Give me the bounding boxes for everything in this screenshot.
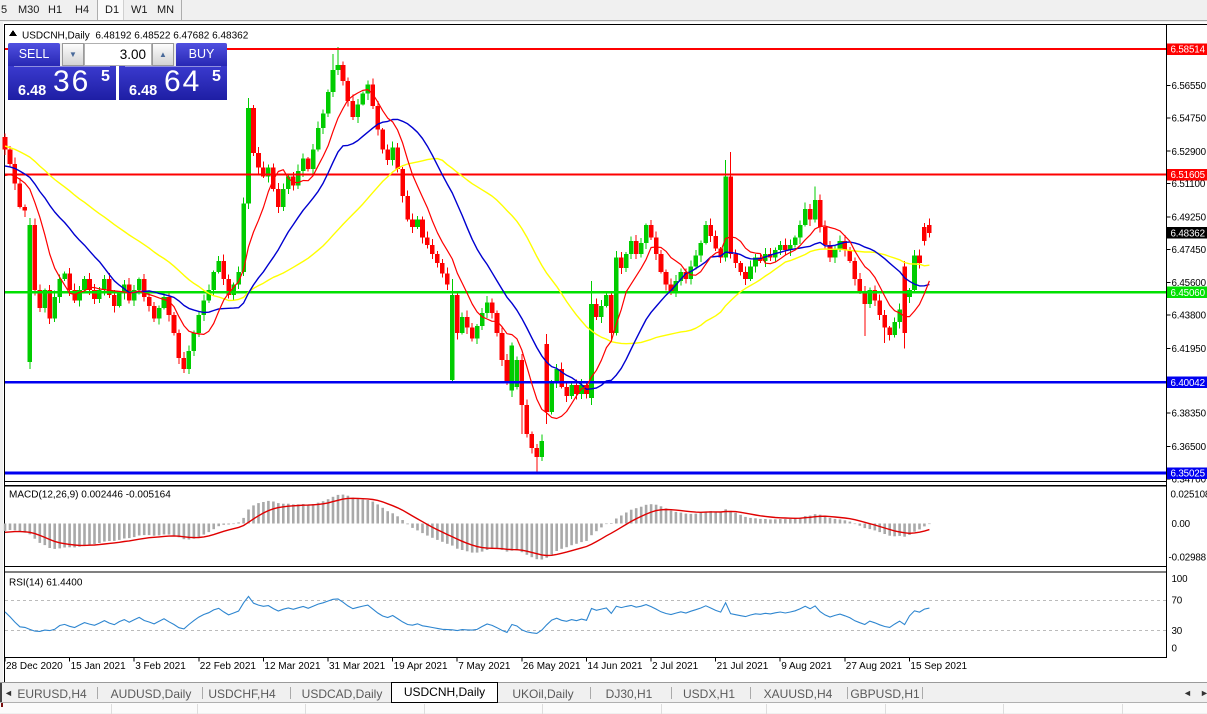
- svg-text:0.025108: 0.025108: [1171, 490, 1207, 501]
- svg-text:100: 100: [1172, 574, 1189, 585]
- svg-text:14 Jun 2021: 14 Jun 2021: [587, 661, 642, 672]
- svg-text:6.56550: 6.56550: [1172, 81, 1207, 92]
- svg-text:6.40042: 6.40042: [1171, 378, 1205, 389]
- svg-text:6.47450: 6.47450: [1172, 245, 1207, 256]
- svg-text:30: 30: [1172, 626, 1183, 637]
- svg-text:6.54750: 6.54750: [1172, 114, 1207, 125]
- svg-text:3 Feb 2021: 3 Feb 2021: [135, 661, 186, 672]
- svg-text:6.43800: 6.43800: [1172, 311, 1207, 322]
- svg-text:15 Jan 2021: 15 Jan 2021: [71, 661, 126, 672]
- svg-text:6.49250: 6.49250: [1172, 213, 1207, 224]
- svg-text:31 Mar 2021: 31 Mar 2021: [329, 661, 386, 672]
- svg-text:26 May 2021: 26 May 2021: [523, 661, 581, 672]
- svg-text:2 Jul 2021: 2 Jul 2021: [652, 661, 699, 672]
- svg-text:70: 70: [1172, 596, 1183, 607]
- svg-text:-0.02988: -0.02988: [1169, 553, 1207, 564]
- svg-text:MACD(12,26,9) 0.002446 -0.0051: MACD(12,26,9) 0.002446 -0.005164: [9, 490, 171, 501]
- svg-text:6.51605: 6.51605: [1171, 170, 1206, 181]
- svg-text:27 Aug 2021: 27 Aug 2021: [846, 661, 903, 672]
- svg-text:22 Feb 2021: 22 Feb 2021: [200, 661, 257, 672]
- svg-text:6.45060: 6.45060: [1171, 288, 1206, 299]
- svg-text:19 Apr 2021: 19 Apr 2021: [394, 661, 448, 672]
- svg-text:21 Jul 2021: 21 Jul 2021: [717, 661, 769, 672]
- svg-text:0: 0: [1172, 644, 1178, 655]
- svg-text:RSI(14) 61.4400: RSI(14) 61.4400: [9, 578, 83, 589]
- svg-text:6.36500: 6.36500: [1172, 442, 1207, 453]
- svg-text:6.35025: 6.35025: [1171, 469, 1206, 480]
- svg-text:6.41950: 6.41950: [1172, 344, 1207, 355]
- svg-text:6.58514: 6.58514: [1171, 45, 1206, 56]
- svg-text:28 Dec 2020: 28 Dec 2020: [6, 661, 63, 672]
- svg-text:6.38350: 6.38350: [1172, 409, 1207, 420]
- svg-text:0.00: 0.00: [1172, 519, 1191, 530]
- svg-text:7 May 2021: 7 May 2021: [458, 661, 511, 672]
- svg-text:12 Mar 2021: 12 Mar 2021: [264, 661, 321, 672]
- svg-text:9 Aug 2021: 9 Aug 2021: [781, 661, 832, 672]
- svg-text:6.52900: 6.52900: [1172, 147, 1207, 158]
- svg-text:USDCNH,Daily 6.48192 6.48522: USDCNH,Daily 6.48192 6.48522 6.47682 6.4…: [22, 31, 249, 42]
- svg-text:15 Sep 2021: 15 Sep 2021: [910, 661, 967, 672]
- svg-text:6.48362: 6.48362: [1171, 229, 1205, 240]
